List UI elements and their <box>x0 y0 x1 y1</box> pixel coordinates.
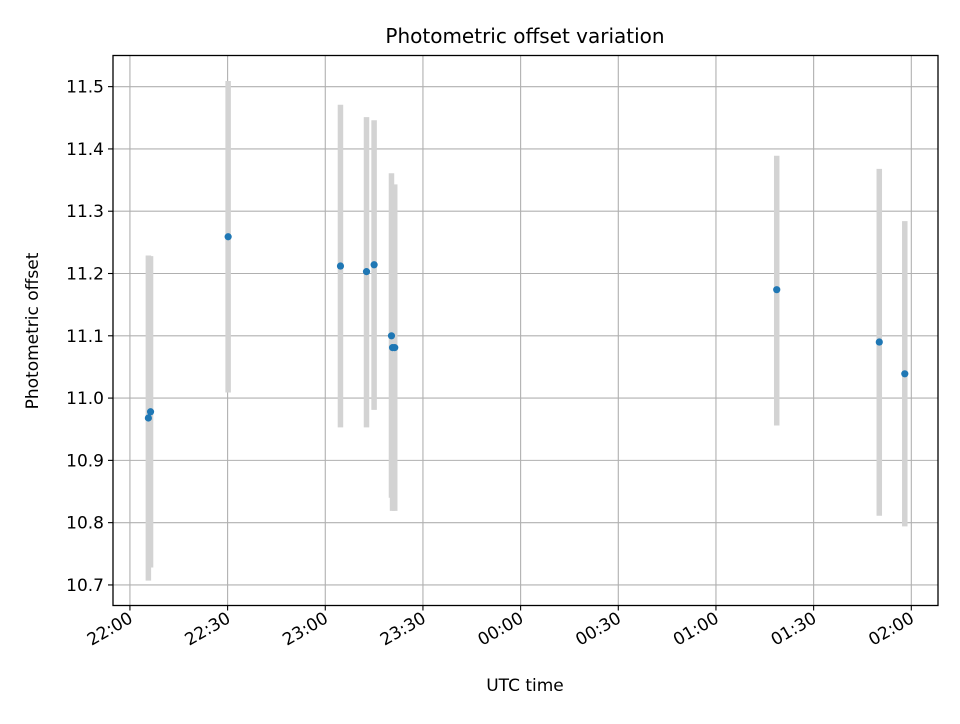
data-point <box>773 286 781 294</box>
data-points <box>144 233 909 422</box>
x-axis-label: UTC time <box>486 676 564 696</box>
chart-title: Photometric offset variation <box>385 24 664 48</box>
grid <box>113 55 938 606</box>
y-tick-label: 10.9 <box>66 451 104 471</box>
y-axis-ticks: 10.7 10.8 10.9 11.0 11.1 11.2 11.3 11.4 11.5 <box>66 78 113 596</box>
data-point <box>144 414 152 422</box>
data-point <box>387 332 396 340</box>
data-point <box>875 338 883 346</box>
y-tick-label: 11.5 <box>66 78 104 98</box>
y-tick-label: 11.1 <box>66 327 104 347</box>
y-tick-label: 11.0 <box>66 389 104 409</box>
y-tick-label: 11.2 <box>66 265 104 285</box>
data-point <box>146 408 155 416</box>
y-tick-label: 11.4 <box>66 140 104 160</box>
y-tick-label: 10.8 <box>66 514 104 534</box>
y-tick-label: 11.3 <box>66 202 104 222</box>
plot-frame <box>112 54 939 607</box>
data-point <box>391 344 399 352</box>
y-axis-label: Photometric offset <box>23 252 43 409</box>
y-tick-label: 10.7 <box>66 576 104 596</box>
data-point <box>336 262 345 270</box>
data-point <box>901 370 909 378</box>
data-point <box>224 233 232 241</box>
data-point <box>370 261 378 269</box>
data-point <box>362 268 371 276</box>
